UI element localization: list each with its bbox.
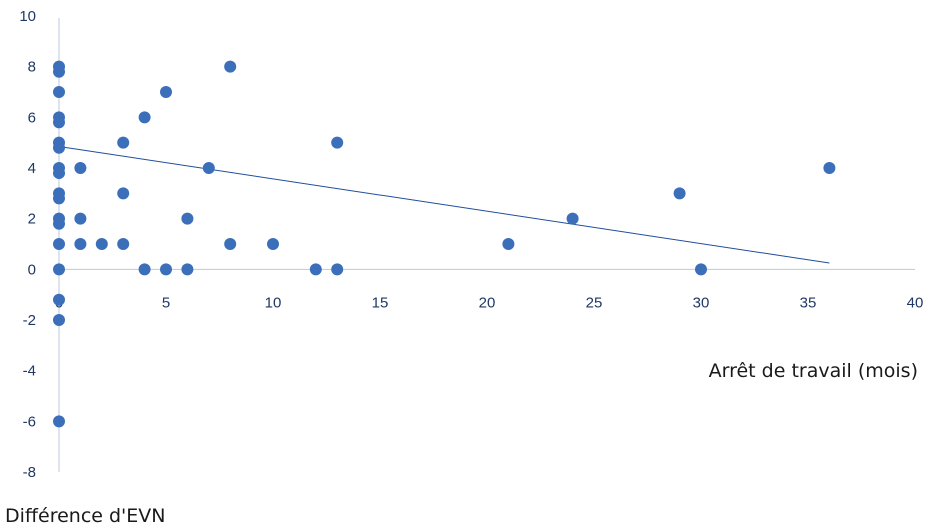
data-point	[202, 162, 215, 174]
data-point	[224, 238, 237, 250]
data-point	[823, 162, 836, 174]
data-point	[138, 263, 151, 276]
data-point	[673, 187, 686, 200]
x-tick-label: 20	[479, 294, 496, 311]
data-point	[331, 263, 344, 276]
data-point	[695, 263, 707, 276]
x-tick-label: 25	[586, 294, 603, 311]
data-point	[224, 60, 237, 73]
x-tick-label: 15	[372, 294, 389, 311]
y-tick-label: 2	[28, 211, 36, 228]
data-point	[502, 238, 515, 250]
y-tick-label: -6	[23, 413, 36, 430]
y-tick-label: -8	[23, 464, 36, 481]
axes	[58, 18, 915, 472]
data-point	[53, 415, 65, 428]
data-point	[267, 238, 279, 250]
data-point	[53, 141, 65, 154]
x-tick-label: 5	[162, 294, 170, 311]
x-tick-label: 10	[265, 294, 282, 311]
data-point	[74, 212, 87, 225]
y-tick-labels: -8 -6 -4 -2 0 2 4 6 8 10	[19, 8, 36, 481]
y-axis-title: Différence d'EVN	[5, 505, 166, 527]
y-tick-label: 10	[19, 8, 36, 25]
data-point	[566, 212, 579, 225]
data-point	[117, 187, 130, 200]
data-point	[53, 314, 65, 326]
y-tick-label: 6	[28, 109, 36, 126]
data-point	[181, 212, 194, 225]
data-point	[53, 86, 65, 98]
y-tick-label: -4	[23, 363, 36, 380]
x-tick-label: 40	[907, 294, 924, 311]
data-point	[53, 116, 65, 129]
data-point	[53, 263, 65, 276]
data-point	[53, 238, 65, 250]
data-point	[309, 263, 322, 276]
data-point	[331, 136, 344, 149]
data-point	[117, 238, 130, 250]
data-point	[53, 167, 65, 180]
x-axis-title: Arrêt de travail (mois)	[709, 360, 918, 382]
data-point	[74, 162, 87, 174]
trendline	[58, 145, 830, 264]
data-point	[117, 136, 130, 149]
data-points	[53, 60, 836, 428]
data-point	[138, 111, 151, 124]
data-point	[53, 217, 65, 230]
data-point	[181, 263, 194, 276]
data-point	[74, 238, 87, 250]
data-point	[53, 293, 65, 306]
x-tick-label: 35	[800, 294, 817, 311]
y-tick-label: -2	[23, 312, 36, 329]
y-tick-label: 4	[28, 160, 36, 177]
y-tick-label: 0	[28, 261, 36, 278]
trendline-group	[58, 145, 830, 264]
y-tick-label: 8	[28, 59, 36, 76]
data-point	[160, 263, 172, 276]
data-point	[53, 65, 65, 78]
data-point	[53, 192, 65, 205]
data-point	[160, 86, 172, 98]
data-point	[95, 238, 108, 250]
x-tick-label: 30	[693, 294, 710, 311]
